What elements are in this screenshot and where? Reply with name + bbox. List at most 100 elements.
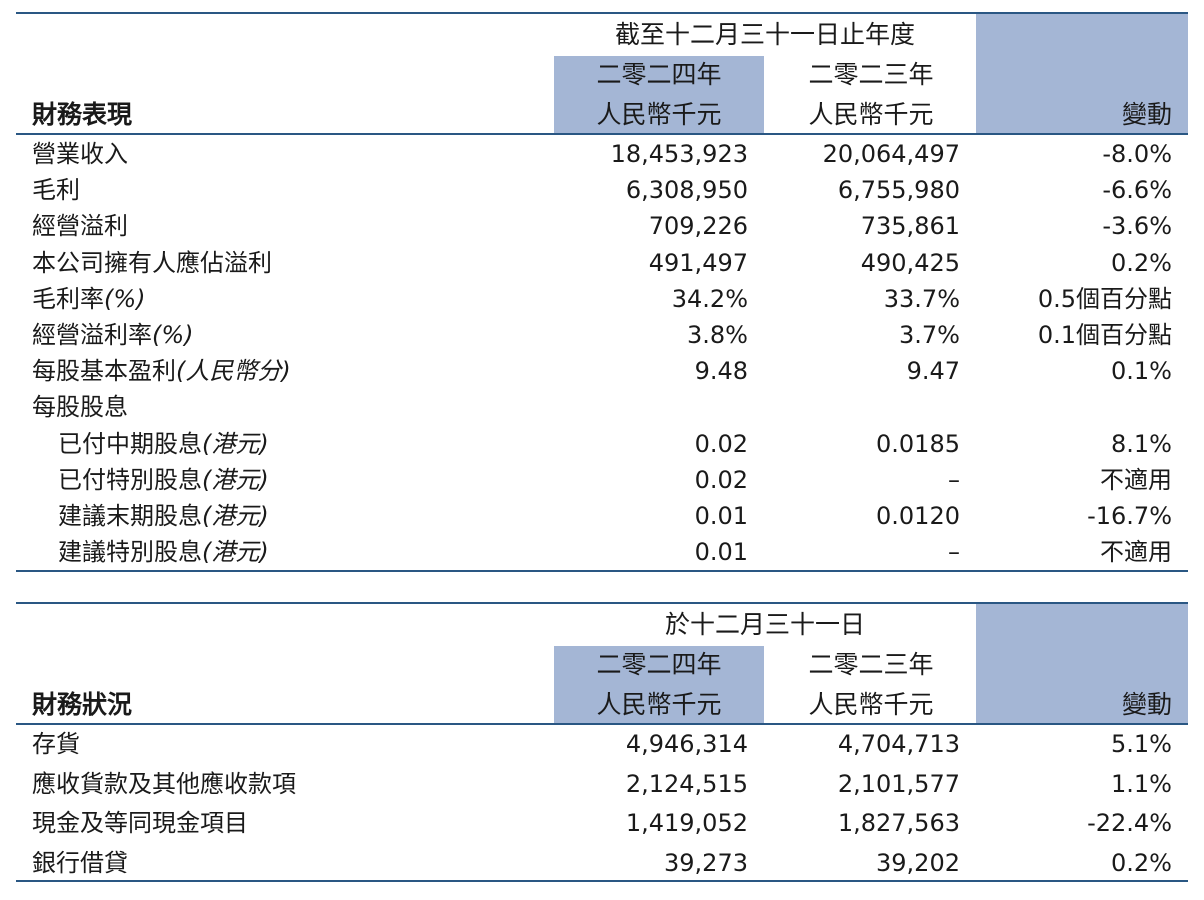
table-row: 應收貨款及其他應收款項 2,124,515 2,101,577 1.1% (16, 766, 1188, 802)
table-row: 經營溢利率(%) 3.8% 3.7% 0.1個百分點 (16, 317, 1188, 353)
col-2023-year: 二零二三年 (808, 650, 934, 679)
table-row: 每股基本盈利(人民幣分) 9.48 9.47 0.1% (16, 353, 1188, 389)
row-label: 每股基本盈利(人民幣分) (32, 353, 291, 389)
table-row: 每股股息 (16, 389, 1188, 425)
row-label: 經營溢利率(%) (32, 317, 194, 353)
row-label-text: 經營溢利 (32, 212, 128, 241)
row-label-text: 毛利 (32, 176, 80, 205)
value-change: 0.5個百分點 (1037, 284, 1172, 313)
value-change: -6.6% (1102, 176, 1172, 205)
value-change: 0.2% (1111, 848, 1172, 877)
row-label-unit: (港元) (202, 465, 269, 494)
value-2023: 1,827,563 (837, 809, 960, 837)
value-2024: 0.01 (694, 502, 748, 530)
value-2024: 709,226 (648, 212, 748, 241)
row-label-unit: (%) (104, 284, 146, 313)
row-label-text: 已付中期股息 (58, 429, 202, 458)
bottom-rule (16, 880, 1188, 882)
highlight-band-2024 (554, 646, 764, 724)
value-change: 不適用 (1100, 538, 1172, 567)
row-label: 現金及等同現金項目 (32, 805, 248, 841)
row-label-text: 本公司擁有人應佔溢利 (32, 248, 272, 277)
top-rule (16, 602, 1188, 604)
row-label-text: 存貨 (32, 730, 80, 758)
header-rule (16, 723, 1188, 725)
value-2023: 735,861 (860, 212, 960, 241)
row-label-unit: (港元) (202, 502, 269, 530)
row-label: 存貨 (32, 726, 80, 762)
value-2023: 9.47 (906, 357, 960, 386)
period-header: 截至十二月三十一日止年度 (614, 20, 915, 49)
value-change: -3.6% (1102, 212, 1172, 241)
value-2024: 1,419,052 (625, 809, 748, 837)
value-2023: – (948, 538, 960, 567)
table-row: 本公司擁有人應佔溢利 491,497 490,425 0.2% (16, 245, 1188, 281)
table-row: 毛利率(%) 34.2% 33.7% 0.5個百分點 (16, 281, 1188, 317)
table-row: 已付中期股息(港元) 0.02 0.0185 8.1% (16, 426, 1188, 462)
value-change: -22.4% (1087, 809, 1172, 837)
col-2023-unit: 人民幣千元 (808, 100, 934, 129)
top-rule (16, 12, 1188, 14)
col-change: 變動 (1121, 100, 1172, 129)
highlight-band-2024 (554, 56, 764, 134)
value-2023: 4,704,713 (837, 730, 960, 758)
value-2024: 3.8% (687, 321, 748, 349)
value-2024: 0.02 (694, 465, 748, 494)
value-change: 5.1% (1111, 730, 1172, 758)
row-label: 已付特別股息(港元) (58, 462, 269, 498)
row-label: 營業收入 (32, 136, 128, 172)
section-title: 財務狀況 (32, 690, 133, 719)
highlight-band-change (976, 604, 1188, 724)
row-label-text: 每股股息 (32, 393, 128, 422)
value-change: 1.1% (1111, 769, 1172, 798)
row-label-text: 應收貨款及其他應收款項 (32, 769, 296, 798)
row-label-unit: (人民幣分) (176, 357, 291, 386)
row-label-text: 毛利率 (32, 284, 104, 313)
row-label-unit: (%) (152, 321, 194, 349)
row-label: 建議末期股息(港元) (58, 498, 269, 534)
col-2024-unit: 人民幣千元 (596, 690, 722, 719)
table-row: 營業收入 18,453,923 20,064,497 -8.0% (16, 136, 1188, 172)
table-row: 毛利 6,308,950 6,755,980 -6.6% (16, 172, 1188, 208)
row-label-text: 已付特別股息 (58, 465, 202, 494)
value-change: -8.0% (1102, 140, 1172, 168)
position-table: 於十二月三十一日 二零二四年 人民幣千元 二零二三年 人民幣千元 變動 財務狀況… (16, 602, 1188, 884)
value-2023: 33.7% (883, 284, 960, 313)
value-2023: 39,202 (876, 848, 960, 877)
value-change: 0.2% (1111, 248, 1172, 277)
table-row: 建議特別股息(港元) 0.01 – 不適用 (16, 534, 1188, 570)
value-2023: 6,755,980 (837, 176, 960, 205)
value-2023: 0.0120 (876, 502, 960, 530)
row-label: 銀行借貸 (32, 845, 128, 881)
row-label: 每股股息 (32, 389, 128, 425)
value-2024: 39,273 (664, 848, 748, 877)
value-2024: 6,308,950 (625, 176, 748, 205)
col-2024-year: 二零二四年 (596, 650, 722, 679)
row-label: 毛利率(%) (32, 281, 146, 317)
row-label: 建議特別股息(港元) (58, 534, 269, 570)
table-row: 銀行借貸 39,273 39,202 0.2% (16, 845, 1188, 881)
col-2024-unit: 人民幣千元 (596, 100, 722, 129)
row-label-text: 建議末期股息 (58, 502, 202, 530)
row-label: 已付中期股息(港元) (58, 426, 269, 462)
row-label-text: 經營溢利率 (32, 321, 152, 349)
row-label-text: 營業收入 (32, 140, 128, 168)
section-title: 財務表現 (32, 100, 133, 129)
value-2024: 4,946,314 (625, 730, 748, 758)
value-change: 0.1% (1111, 357, 1172, 386)
row-label: 毛利 (32, 172, 80, 208)
row-label: 本公司擁有人應佔溢利 (32, 245, 272, 281)
col-2023-unit: 人民幣千元 (808, 690, 934, 719)
table-row: 現金及等同現金項目 1,419,052 1,827,563 -22.4% (16, 805, 1188, 841)
value-2023: 3.7% (899, 321, 960, 349)
period-header: 於十二月三十一日 (664, 610, 865, 639)
value-2023: 490,425 (860, 248, 960, 277)
value-2023: 20,064,497 (822, 140, 960, 168)
value-2023: 2,101,577 (837, 769, 960, 798)
row-label-text: 每股基本盈利 (32, 357, 176, 386)
value-2024: 0.01 (694, 538, 748, 567)
value-2024: 34.2% (671, 284, 748, 313)
value-2024: 2,124,515 (625, 769, 748, 798)
value-2024: 18,453,923 (610, 140, 748, 168)
table-row: 經營溢利 709,226 735,861 -3.6% (16, 208, 1188, 244)
